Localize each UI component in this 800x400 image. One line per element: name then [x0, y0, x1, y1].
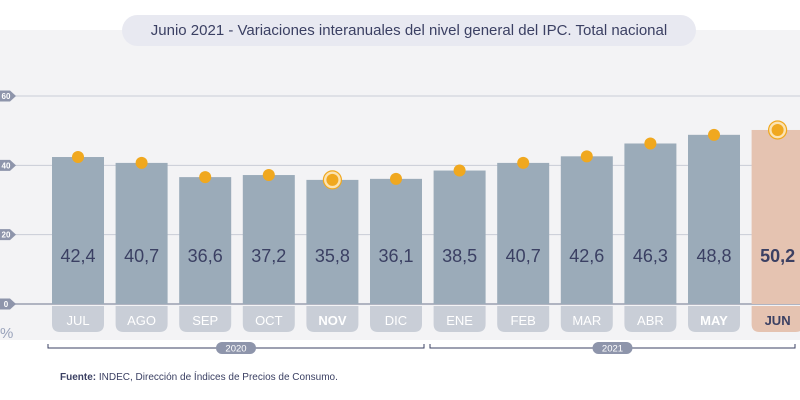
- y-tick-label: 60: [2, 92, 11, 101]
- year-label: 2021: [602, 344, 623, 355]
- data-point: [135, 156, 148, 169]
- y-tick-badge: [0, 159, 16, 171]
- bar-layer: [52, 129, 800, 304]
- category-label: MAR: [572, 313, 601, 328]
- y-tick-label: 20: [2, 231, 11, 240]
- data-label: 40,7: [506, 246, 541, 266]
- data-label: 35,8: [315, 246, 350, 266]
- y-axis-unit: %: [0, 325, 13, 342]
- category-label: JUN: [765, 313, 791, 328]
- data-point: [390, 172, 402, 185]
- category-pill: [370, 306, 422, 332]
- category-label: OCT: [255, 313, 283, 328]
- label-layer: 42,4 40,7 36,6 37,2 35,8 36,1 38,5 40,7 42,6 46,3…: [60, 246, 795, 266]
- data-point: [262, 169, 275, 182]
- category-label: DIC: [385, 313, 407, 328]
- source-note: Fuente: INDEC, Dirección de Índices de P…: [60, 372, 338, 383]
- category-pill-layer: JUL AGO SEP OCT NOV DIC ENE FEB MAR ABR MAY JUN: [52, 306, 800, 332]
- category-pill: [751, 306, 800, 332]
- data-point: [72, 151, 84, 164]
- bar: [497, 162, 550, 304]
- source-text: INDEC, Dirección de Índices de Precios d…: [98, 372, 338, 383]
- bar: [52, 157, 104, 304]
- y-tick-label: 40: [2, 161, 11, 170]
- bar: [560, 156, 613, 304]
- y-tick-badge: [0, 229, 16, 241]
- data-label: 42,4: [60, 246, 95, 266]
- bar: [688, 134, 740, 304]
- bar: [433, 170, 486, 304]
- y-tick-badge: [0, 298, 16, 310]
- category-label: FEB: [511, 313, 536, 328]
- year-badge: [592, 342, 633, 354]
- data-label: 38,5: [442, 246, 477, 266]
- data-label: 50,2: [760, 246, 795, 266]
- data-point: [453, 164, 466, 177]
- data-point: [517, 156, 530, 169]
- bar: [242, 175, 295, 304]
- category-label: AGO: [127, 313, 156, 328]
- category-label: NOV: [318, 313, 347, 328]
- data-label: 40,7: [124, 246, 159, 266]
- category-pill: [624, 306, 677, 332]
- category-label: ABR: [637, 313, 664, 328]
- source-label: Fuente:: [60, 372, 97, 383]
- category-label: ENE: [446, 313, 473, 328]
- year-bracket-layer: 2020 2021: [47, 342, 796, 355]
- data-point: [326, 173, 339, 186]
- category-label: SEP: [192, 313, 218, 328]
- chart-title: Junio 2021 - Variaciones interanuales de…: [122, 15, 696, 46]
- data-label: 36,1: [378, 246, 413, 266]
- data-point: [199, 171, 212, 184]
- bar: [624, 143, 677, 304]
- y-tick-badge: [0, 90, 16, 102]
- data-label: 48,8: [696, 246, 731, 266]
- category-pill: [497, 306, 550, 332]
- category-pill: [688, 306, 740, 332]
- data-label: 37,2: [251, 246, 286, 266]
- category-pill: [433, 306, 486, 332]
- category-pill: [115, 306, 168, 332]
- category-pill: [179, 306, 232, 332]
- data-label: 36,6: [188, 246, 223, 266]
- year-label: 2020: [225, 344, 246, 355]
- bar: [115, 162, 168, 304]
- category-pill: [306, 306, 359, 332]
- data-point: [708, 128, 720, 141]
- data-label: 42,6: [569, 246, 604, 266]
- category-label: MAY: [700, 313, 728, 328]
- y-tick-label: 0: [4, 300, 9, 309]
- category-pill: [52, 306, 104, 332]
- marker-layer: [72, 120, 788, 190]
- data-point: [580, 150, 593, 163]
- bar: [306, 179, 359, 304]
- year-badge: [216, 342, 256, 354]
- category-label: JUL: [66, 313, 89, 328]
- category-pill: [560, 306, 613, 332]
- category-pill: [242, 306, 295, 332]
- bar: [370, 178, 422, 304]
- bar: [751, 129, 800, 304]
- data-label: 46,3: [633, 246, 668, 266]
- bar: [179, 177, 232, 304]
- data-point: [644, 137, 657, 150]
- data-point: [771, 123, 784, 136]
